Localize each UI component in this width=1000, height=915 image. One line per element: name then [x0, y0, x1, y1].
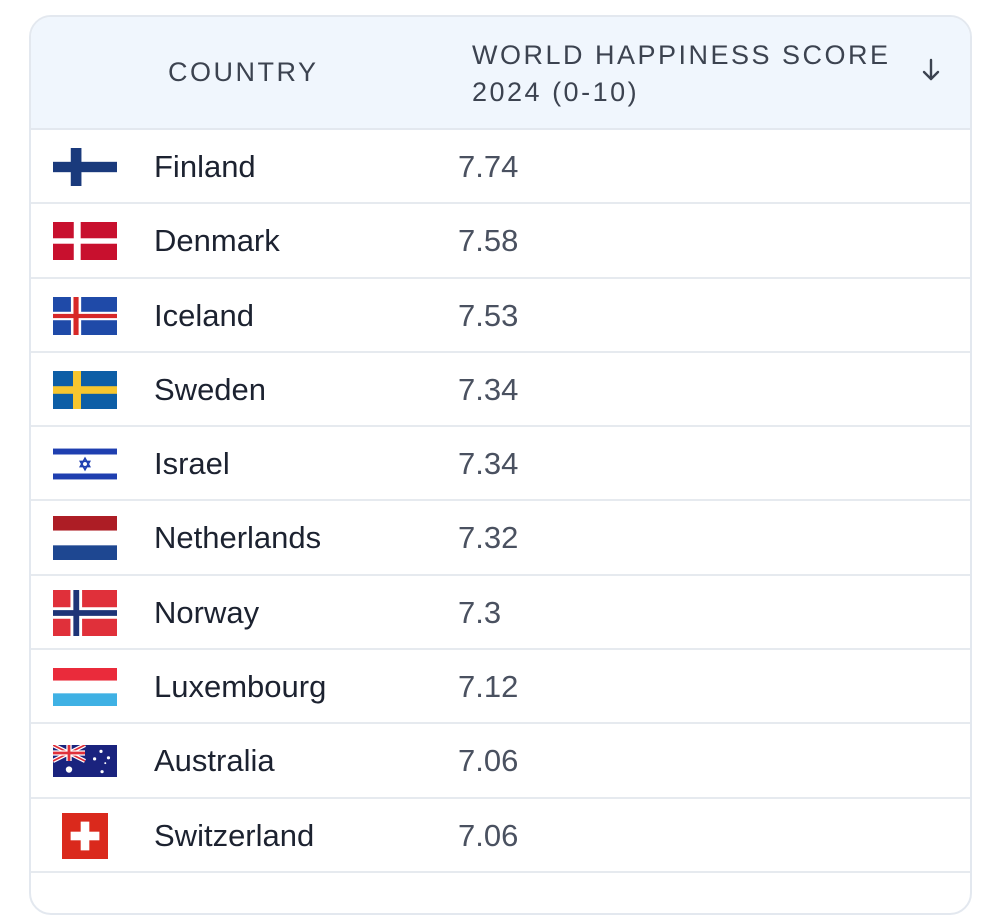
- happiness-score: 7.53: [458, 297, 519, 333]
- happiness-score: 7.34: [458, 371, 519, 407]
- happiness-score: 7.12: [458, 669, 519, 705]
- country-name: Switzerland: [154, 817, 315, 853]
- table-row[interactable]: Iceland 7.53: [31, 279, 970, 353]
- table-header: COUNTRY WORLD HAPPINESS SCORE 2024 (0-10…: [31, 17, 970, 130]
- australia-flag-icon: [53, 745, 117, 778]
- country-name: Sweden: [154, 371, 267, 407]
- column-header-country[interactable]: COUNTRY: [168, 57, 319, 87]
- table-row[interactable]: Denmark 7.58: [31, 204, 970, 279]
- table-row[interactable]: Switzerland 7.06: [31, 799, 970, 873]
- table-body: Finland 7.74 Denmark 7.58: [31, 130, 970, 873]
- country-name: Norway: [154, 594, 260, 630]
- sweden-flag-icon: [53, 370, 117, 409]
- country-name: Finland: [154, 149, 256, 184]
- country-name: Israel: [154, 446, 230, 482]
- table-row[interactable]: Luxembourg 7.12: [31, 650, 970, 725]
- table-row[interactable]: Israel 7.34: [31, 427, 970, 502]
- switzerland-flag-icon: [62, 812, 108, 859]
- arrow-down-icon[interactable]: [920, 55, 942, 85]
- happiness-table: COUNTRY WORLD HAPPINESS SCORE 2024 (0-10…: [29, 15, 972, 915]
- table-row[interactable]: Finland 7.74: [31, 130, 970, 205]
- table-row[interactable]: Norway 7.3: [31, 576, 970, 651]
- table-row[interactable]: Sweden 7.34: [31, 353, 970, 428]
- happiness-score: 7.06: [458, 817, 519, 853]
- happiness-score: 7.58: [458, 223, 519, 259]
- happiness-score: 7.74: [458, 149, 519, 184]
- finland-flag-icon: [53, 148, 117, 186]
- country-name: Netherlands: [154, 520, 322, 556]
- norway-flag-icon: [53, 589, 117, 636]
- happiness-score: 7.32: [458, 520, 519, 556]
- happiness-score: 7.34: [458, 446, 519, 482]
- iceland-flag-icon: [53, 296, 117, 335]
- denmark-flag-icon: [53, 222, 117, 261]
- country-name: Luxembourg: [154, 669, 327, 705]
- score-header-line1: WORLD HAPPINESS SCORE: [472, 40, 891, 70]
- luxembourg-flag-icon: [53, 668, 117, 707]
- happiness-score: 7.3: [458, 594, 502, 630]
- netherlands-flag-icon: [53, 516, 117, 561]
- country-name: Iceland: [154, 297, 254, 333]
- score-header-line2: 2024 (0-10): [472, 77, 640, 107]
- table-row[interactable]: Australia 7.06: [31, 724, 970, 799]
- table-row[interactable]: Netherlands 7.32: [31, 501, 970, 576]
- column-header-score[interactable]: WORLD HAPPINESS SCORE 2024 (0-10): [472, 37, 912, 111]
- country-name: Denmark: [154, 223, 280, 259]
- happiness-score: 7.06: [458, 743, 519, 779]
- israel-flag-icon: [53, 445, 117, 484]
- country-name: Australia: [154, 743, 275, 779]
